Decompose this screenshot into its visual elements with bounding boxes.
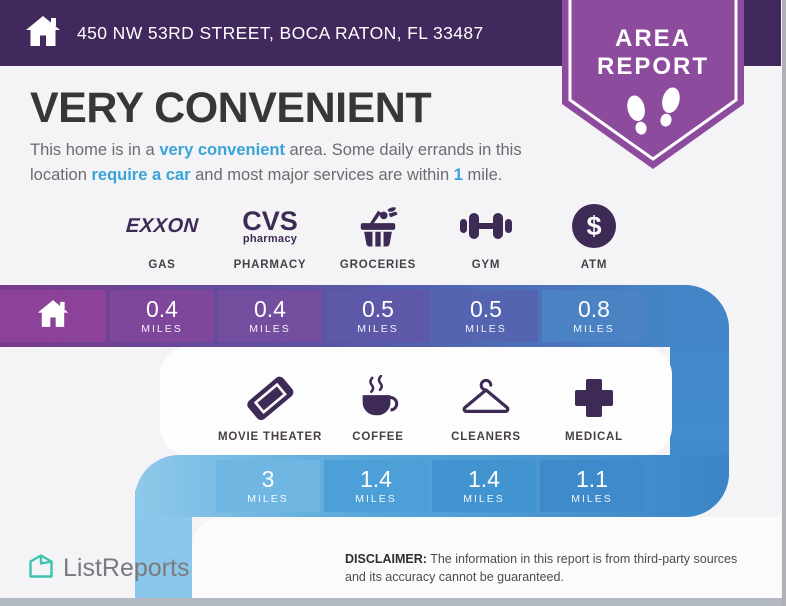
distance-cell-groceries: 0.5 MILES [326,290,430,342]
distance-cell-medical: 1.1 MILES [540,460,644,512]
listreports-logo: ListReports [28,553,189,584]
amenity-label: COFFEE [352,431,404,443]
intro-line: This home is in a very convenient area. … [30,138,575,163]
amenity-label: GAS [148,259,176,271]
distance-value: 0.4 [254,296,286,322]
atm-icon: $ [570,198,618,254]
amenity-label: GROCERIES [339,259,417,271]
intro-paragraph: This home is in a very convenient area. … [30,138,575,188]
amenity-label: GYM [471,259,501,271]
gym-icon [458,198,514,254]
intro-highlight: very convenient [159,141,285,159]
distance-unit: MILES [573,323,615,335]
cvs-logo-text: pharmacy [242,232,298,245]
distance-unit: MILES [571,493,613,505]
amenity-label: ATM [580,259,608,271]
footprints-icon [627,87,680,135]
distance-cell-pharmacy: 0.4 MILES [218,290,322,342]
distance-unit: MILES [249,323,291,335]
medical-cross-icon [570,370,618,426]
intro-highlight: require a car [91,166,191,184]
groceries-icon [355,198,401,254]
distance-value: 3 [261,466,275,492]
distance-cell-coffee: 1.4 MILES [324,460,428,512]
amenity-medical: MEDICAL [536,370,652,443]
distance-cell-atm: 0.8 MILES [542,290,646,342]
page-title: VERY CONVENIENT [30,84,432,132]
distance-value: 0.4 [146,296,178,322]
distance-unit: MILES [355,493,397,505]
listreports-house-icon [28,553,54,584]
amenity-label: PHARMACY [233,259,307,271]
distance-cell-cleaners: 1.4 MILES [432,460,536,512]
window-bottom-edge [0,598,786,606]
amenity-coffee: COFFEE [320,370,436,443]
distance-value: 0.5 [362,296,394,322]
home-icon [36,298,70,334]
home-icon [24,14,62,53]
distance-unit: MILES [141,323,183,335]
exxon-logo-text: EXXON [124,215,200,237]
distance-value: 1.4 [468,466,500,492]
distance-value: 0.8 [578,296,610,322]
property-address: 450 NW 53RD STREET, BOCA RATON, FL 33487 [77,22,484,43]
distance-value: 0.5 [470,296,502,322]
hanger-icon [458,370,514,426]
intro-text-segment: location [30,166,92,184]
disclaimer-label: DISCLAIMER: [345,552,427,566]
window-right-edge [782,0,786,606]
intro-text-segment: This home is in a [30,141,160,159]
distance-value: 1.4 [360,466,392,492]
amenity-label: CLEANERS [451,431,521,443]
intro-line: location require a car and most major se… [30,163,575,188]
distance-unit: MILES [465,323,507,335]
distance-cell-gym: 0.5 MILES [434,290,538,342]
distance-cell-gas: 0.4 MILES [110,290,214,342]
home-origin-cell [0,290,106,342]
disclaimer-text: The information in this report is from t… [345,552,738,584]
amenity-movie-theater: MOVIE THEATER [212,370,328,443]
intro-text-segment: area. Some daily errands in this [284,141,522,159]
disclaimer: DISCLAIMER: The information in this repo… [345,551,757,587]
distance-unit: MILES [357,323,399,335]
movie-ticket-icon [243,370,297,426]
amenity-atm: $ ATM [536,198,652,271]
amenity-cleaners: CLEANERS [428,370,544,443]
distance-unit: MILES [463,493,505,505]
coffee-icon [353,370,403,426]
intro-highlight: 1 [453,166,463,184]
amenity-groceries: GROCERIES [320,198,436,271]
cvs-logo: CVS pharmacy [242,198,298,254]
amenity-gas: EXXON GAS [104,198,220,271]
distance-cell-movie-theater: 3 MILES [216,460,320,512]
cvs-logo-text: CVS [242,205,298,236]
badge-line1: AREA [615,25,691,52]
amenity-gym: GYM [428,198,544,271]
area-report-badge: AREA REPORT [562,0,744,172]
svg-text:$: $ [586,211,601,241]
intro-text-segment: and most major services are within [190,166,454,184]
amenity-pharmacy: CVS pharmacy PHARMACY [212,198,328,271]
distance-unit: MILES [247,493,289,505]
amenity-label: MOVIE THEATER [217,431,323,443]
distance-value: 1.1 [576,466,608,492]
badge-line2: REPORT [597,53,709,80]
listreports-wordmark: ListReports [63,554,190,582]
amenity-label: MEDICAL [565,431,623,443]
badge-inner-border [568,0,738,161]
footer-panel [192,517,781,598]
exxon-logo: EXXON [124,198,200,254]
intro-text-segment: mile. [462,166,503,184]
